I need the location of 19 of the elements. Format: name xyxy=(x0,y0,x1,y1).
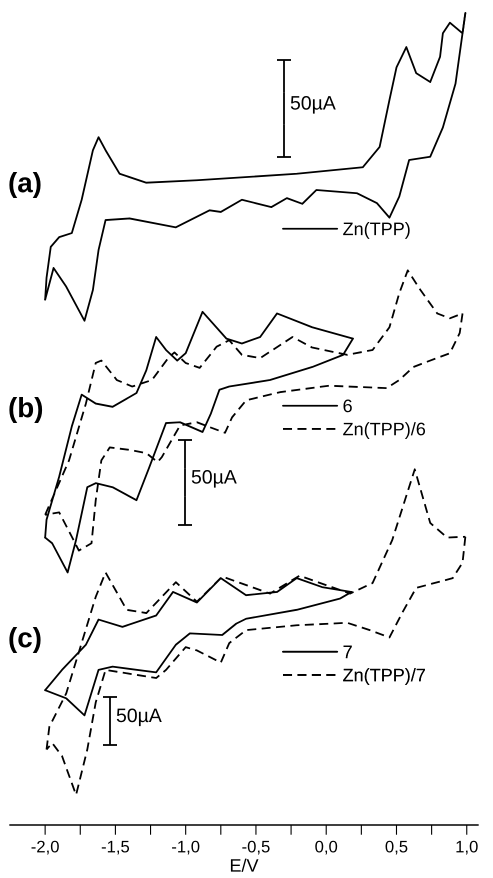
legend-label: Zn(TPP) xyxy=(343,222,410,239)
annotation: (a) xyxy=(9,172,41,198)
x-tick-label: 0,5 xyxy=(386,840,408,854)
annotation: 50µA xyxy=(290,96,336,114)
x-tick-label: -0,5 xyxy=(242,840,270,854)
legend-label: 7 xyxy=(344,646,352,658)
x-tick-label: -2,0 xyxy=(32,840,59,854)
legend-label: Zn(TPP)/7 xyxy=(343,668,425,685)
x-tick-label: -1,5 xyxy=(102,840,130,854)
x-axis-title: E/V xyxy=(230,858,258,872)
annotation: 50µA xyxy=(192,470,237,488)
annotation: 50µA xyxy=(116,708,162,726)
legend-label: 6 xyxy=(344,399,352,412)
annotation: (b) xyxy=(9,397,42,423)
legend-label: Zn(TPP)/6 xyxy=(343,422,426,439)
annotation: (c) xyxy=(9,627,41,653)
x-tick-label: 0,0 xyxy=(315,840,338,854)
x-tick-label: 1,0 xyxy=(456,840,478,854)
x-tick-label: -1,0 xyxy=(172,840,200,854)
